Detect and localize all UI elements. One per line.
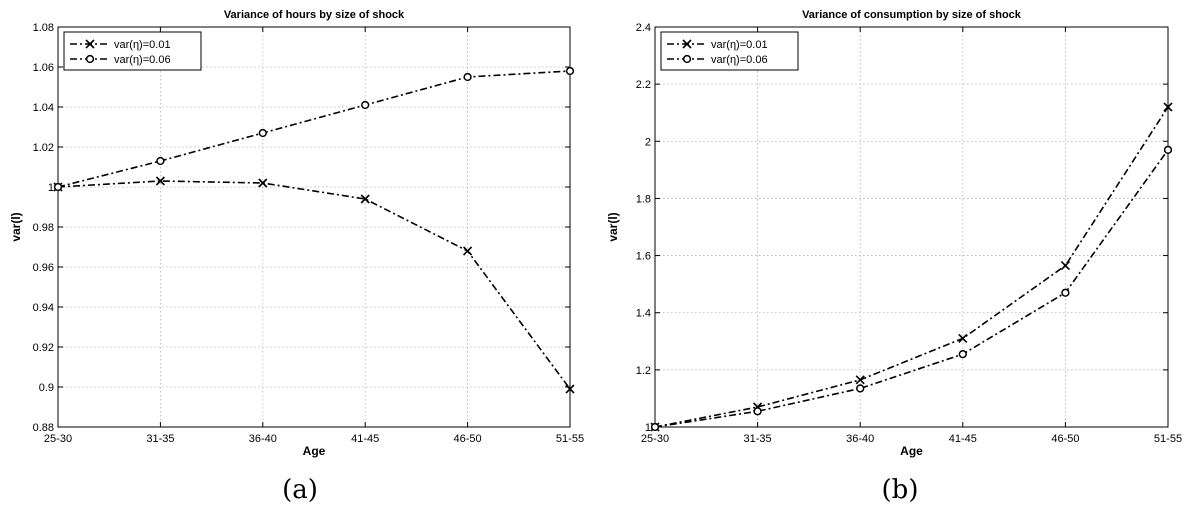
series-line (57, 70, 571, 188)
series-line (654, 149, 1169, 428)
data-point (565, 384, 575, 394)
series-x (53, 176, 575, 394)
y-tick-label: 0.88 (33, 422, 54, 434)
chart-title: Variance of hours by size of shock (224, 9, 405, 21)
data-point (1163, 145, 1173, 155)
y-tick-label: 0.98 (33, 222, 54, 234)
data-point (258, 178, 268, 188)
marker-stroke (682, 39, 692, 49)
data-point (360, 194, 370, 204)
panel-caption: (b) (882, 475, 919, 505)
data-point (156, 156, 165, 166)
x-tick-label: 25-30 (44, 433, 72, 445)
x-tick-label: 46-50 (1051, 433, 1079, 445)
y-tick-label: 1.2 (636, 365, 651, 377)
y-axis-label: var(l) (606, 212, 620, 241)
marker-stroke (1163, 102, 1173, 112)
x-tick-label: 31-35 (744, 433, 772, 445)
series-x (650, 102, 1173, 432)
legend-box (63, 31, 202, 71)
series-o (650, 145, 1173, 432)
legend-marker (85, 54, 95, 64)
data-point (958, 333, 968, 343)
legend-marker (682, 54, 692, 64)
x-tick-label: 46-50 (454, 433, 482, 445)
x-axis-label: Age (303, 444, 326, 458)
marker-stroke (360, 194, 370, 204)
marker-stroke (565, 384, 575, 394)
data-point (1061, 288, 1070, 297)
series-line (654, 106, 1169, 428)
y-tick-label: 1.6 (636, 251, 651, 263)
x-tick-label: 51-55 (556, 433, 584, 445)
x-tick-label: 51-55 (1154, 433, 1182, 445)
series-o (53, 66, 575, 192)
legend-entry: var(η)=0.06 (711, 54, 768, 66)
x-axis-label: Age (900, 444, 923, 458)
legend: var(η)=0.01 var(η)=0.06 (660, 31, 799, 71)
x-tick-label: 25-30 (641, 433, 669, 445)
y-tick-label: 1.4 (636, 308, 651, 320)
data-point (1060, 261, 1070, 271)
y-tick-label: 0.96 (33, 262, 54, 274)
grid-lines (58, 27, 570, 427)
marker-stroke (1060, 261, 1070, 271)
data-point (958, 349, 967, 359)
y-tick-label: 1.8 (636, 193, 651, 205)
y-tick-label: 2.2 (636, 79, 651, 91)
y-tick-label: 0.9 (39, 382, 54, 394)
x-tick-label: 41-45 (351, 433, 379, 445)
y-axis-label: var(l) (9, 212, 23, 241)
marker-stroke (463, 246, 473, 256)
grid-lines (655, 27, 1168, 427)
data-point (258, 128, 267, 138)
marker-stroke (855, 375, 865, 385)
legend: var(η)=0.01 var(η)=0.06 (63, 31, 202, 71)
plot-frame (654, 26, 1169, 428)
y-tick-label: 1 (48, 182, 54, 194)
legend-marker (85, 39, 95, 49)
chart-consumption-variance: 25-30 31-35 36-40 41-45 46-50 51-55 1 1.2 1.4 1.6… (606, 9, 1182, 505)
y-tick-label: 2 (645, 136, 651, 148)
x-tick-label: 36-40 (249, 433, 277, 445)
data-point (463, 246, 473, 256)
data-point (856, 384, 865, 393)
legend-box (660, 31, 799, 71)
data-point (463, 72, 472, 82)
legend-entry: var(η)=0.01 (114, 39, 171, 51)
x-tick-label: 31-35 (146, 433, 174, 445)
y-tick-label: 1.02 (33, 142, 54, 154)
chart-hours-variance: 25-30 31-35 36-40 41-45 46-50 51-55 0.88 0.9 0.9… (9, 9, 584, 505)
y-tick-label: 1.04 (33, 102, 54, 114)
y-tick-label: 2.4 (636, 22, 651, 34)
data-point (650, 422, 660, 432)
data-point (1163, 102, 1173, 112)
marker-stroke (155, 176, 165, 186)
data-point (565, 66, 575, 76)
series-line (57, 180, 571, 390)
data-point (53, 182, 63, 192)
y-tick-label: 1.06 (33, 62, 54, 74)
marker-stroke (85, 39, 95, 49)
y-tick-label: 0.92 (33, 342, 54, 354)
data-point (361, 100, 370, 110)
data-point (155, 176, 165, 186)
y-tick-label: 1.08 (33, 22, 54, 34)
marker-stroke (258, 178, 268, 188)
legend-entry: var(η)=0.01 (711, 39, 768, 51)
data-point (753, 407, 762, 416)
data-point (855, 375, 865, 385)
panel-caption: (a) (282, 475, 318, 505)
x-tick-label: 36-40 (846, 433, 874, 445)
legend-entry: var(η)=0.06 (114, 54, 171, 66)
legend-marker (682, 39, 692, 49)
marker-stroke (958, 333, 968, 343)
y-tick-label: 0.94 (33, 302, 54, 314)
chart-title: Variance of consumption by size of shock (802, 9, 1022, 21)
y-tick-label: 1 (645, 422, 651, 434)
x-tick-label: 41-45 (949, 433, 977, 445)
